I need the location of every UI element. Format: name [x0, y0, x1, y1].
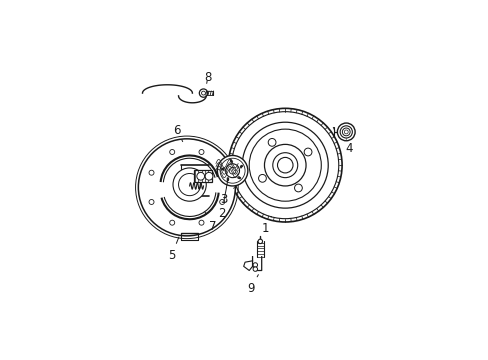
Circle shape [197, 172, 204, 180]
Circle shape [228, 108, 342, 222]
Text: 4: 4 [345, 139, 352, 155]
Bar [193, 170, 211, 183]
Circle shape [337, 123, 354, 141]
Circle shape [205, 172, 212, 180]
Circle shape [173, 168, 206, 201]
Circle shape [138, 139, 235, 236]
Circle shape [217, 156, 247, 186]
Text: 3: 3 [220, 179, 227, 206]
Text: 5: 5 [167, 237, 179, 262]
Text: 2: 2 [217, 187, 226, 220]
Text: 1: 1 [262, 216, 271, 235]
Circle shape [253, 263, 257, 267]
Circle shape [253, 267, 257, 271]
Text: 9: 9 [246, 275, 258, 295]
Text: 6: 6 [173, 124, 183, 141]
Text: 8: 8 [203, 71, 211, 84]
Circle shape [258, 239, 262, 244]
Text: 7: 7 [204, 212, 217, 233]
Circle shape [199, 89, 207, 97]
